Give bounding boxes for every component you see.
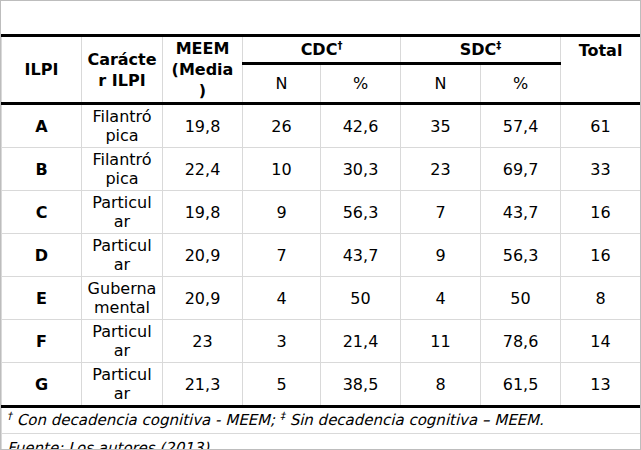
cell-meem: 19,8 <box>163 191 243 234</box>
cell-sdc-pct: 69,7 <box>481 148 561 191</box>
cell-cdc-pct: 42,6 <box>321 104 401 148</box>
cell-sdc-pct: 57,4 <box>481 104 561 148</box>
table-footer: † Con decadencia cognitiva - MEEM; ‡ Sin… <box>2 407 641 450</box>
cell-cdc-n: 7 <box>243 234 321 277</box>
cell-total: 61 <box>561 104 641 148</box>
cell-total: 13 <box>561 363 641 407</box>
source-text: Fuente: Los autores (2013). <box>2 434 641 450</box>
cell-total: 16 <box>561 234 641 277</box>
cell-caracter: Guberna mental <box>82 277 163 320</box>
cell-cdc-pct: 21,4 <box>321 320 401 363</box>
cell-caracter: Particul ar <box>82 363 163 407</box>
cell-sdc-n: 23 <box>401 148 481 191</box>
cell-cdc-n: 26 <box>243 104 321 148</box>
cell-sdc-n: 8 <box>401 363 481 407</box>
cell-cdc-pct: 38,5 <box>321 363 401 407</box>
column-header-ilpi: ILPI <box>2 36 82 104</box>
cdc-label: CDC <box>301 40 338 59</box>
table-row: D Particul ar 20,9 7 43,7 9 56,3 16 <box>2 234 641 277</box>
cell-caracter: Filantró pica <box>82 104 163 148</box>
cell-caracter: Particul ar <box>82 320 163 363</box>
cell-ilpi: A <box>2 104 82 148</box>
column-group-cdc: CDC† <box>243 36 401 64</box>
footnote-row: † Con decadencia cognitiva - MEEM; ‡ Sin… <box>2 407 641 434</box>
cell-sdc-pct: 50 <box>481 277 561 320</box>
cell-total: 8 <box>561 277 641 320</box>
table-body: A Filantró pica 19,8 26 42,6 35 57,4 61 … <box>2 104 641 407</box>
cell-sdc-n: 4 <box>401 277 481 320</box>
cell-sdc-pct: 78,6 <box>481 320 561 363</box>
double-dagger-icon: ‡ <box>496 40 501 51</box>
dagger-icon: † <box>337 40 342 51</box>
cell-sdc-pct: 56,3 <box>481 234 561 277</box>
sdc-label: SDC <box>460 40 497 59</box>
cell-cdc-pct: 56,3 <box>321 191 401 234</box>
cell-sdc-n: 35 <box>401 104 481 148</box>
cell-meem: 21,3 <box>163 363 243 407</box>
table-row: C Particul ar 19,8 9 56,3 7 43,7 16 <box>2 191 641 234</box>
cell-caracter: Particul ar <box>82 191 163 234</box>
subheader-cdc-pct: % <box>321 64 401 104</box>
cell-ilpi: C <box>2 191 82 234</box>
cell-ilpi: G <box>2 363 82 407</box>
footnote-cdc: Con decadencia cognitiva - MEEM; <box>12 411 280 429</box>
column-header-meem: MEEM (Media ) <box>163 36 243 104</box>
header-group-row: ILPI Carácte r ILPI MEEM (Media ) CDC† S… <box>2 36 641 64</box>
subheader-sdc-n: N <box>401 64 481 104</box>
cell-sdc-n: 7 <box>401 191 481 234</box>
cell-cdc-n: 4 <box>243 277 321 320</box>
table-row: G Particul ar 21,3 5 38,5 8 61,5 13 <box>2 363 641 407</box>
cell-cdc-pct: 43,7 <box>321 234 401 277</box>
cell-cdc-pct: 50 <box>321 277 401 320</box>
cell-total: 14 <box>561 320 641 363</box>
cell-meem: 19,8 <box>163 104 243 148</box>
cell-ilpi: E <box>2 277 82 320</box>
table-header: ILPI Carácte r ILPI MEEM (Media ) CDC† S… <box>2 36 641 104</box>
table-row: F Particul ar 23 3 21,4 11 78,6 14 <box>2 320 641 363</box>
table-row: B Filantró pica 22,4 10 30,3 23 69,7 33 <box>2 148 641 191</box>
cell-total: 33 <box>561 148 641 191</box>
cell-total: 16 <box>561 191 641 234</box>
cell-meem: 20,9 <box>163 234 243 277</box>
cell-meem: 22,4 <box>163 148 243 191</box>
cell-ilpi: B <box>2 148 82 191</box>
subheader-cdc-n: N <box>243 64 321 104</box>
cell-ilpi: D <box>2 234 82 277</box>
table-row: A Filantró pica 19,8 26 42,6 35 57,4 61 <box>2 104 641 148</box>
footnote-text: † Con decadencia cognitiva - MEEM; ‡ Sin… <box>2 407 641 434</box>
column-group-sdc: SDC‡ <box>401 36 561 64</box>
cell-ilpi: F <box>2 320 82 363</box>
cell-meem: 23 <box>163 320 243 363</box>
cell-sdc-n: 9 <box>401 234 481 277</box>
cell-sdc-pct: 43,7 <box>481 191 561 234</box>
cell-sdc-pct: 61,5 <box>481 363 561 407</box>
cell-cdc-n: 10 <box>243 148 321 191</box>
column-header-caracter: Carácte r ILPI <box>82 36 163 104</box>
table-row: E Guberna mental 20,9 4 50 4 50 8 <box>2 277 641 320</box>
cell-meem: 20,9 <box>163 277 243 320</box>
cell-cdc-n: 9 <box>243 191 321 234</box>
top-margin <box>1 1 640 34</box>
cell-sdc-n: 11 <box>401 320 481 363</box>
cell-caracter: Filantró pica <box>82 148 163 191</box>
source-row: Fuente: Los autores (2013). <box>2 434 641 450</box>
ilpi-meem-table: ILPI Carácte r ILPI MEEM (Media ) CDC† S… <box>1 34 641 450</box>
cell-cdc-pct: 30,3 <box>321 148 401 191</box>
cell-caracter: Particul ar <box>82 234 163 277</box>
document-page: ILPI Carácte r ILPI MEEM (Media ) CDC† S… <box>0 0 641 450</box>
footnote-sdc: Sin decadencia cognitiva – MEEM. <box>285 411 544 429</box>
subheader-sdc-pct: % <box>481 64 561 104</box>
cell-cdc-n: 5 <box>243 363 321 407</box>
cell-cdc-n: 3 <box>243 320 321 363</box>
column-header-total: Total <box>561 36 641 104</box>
